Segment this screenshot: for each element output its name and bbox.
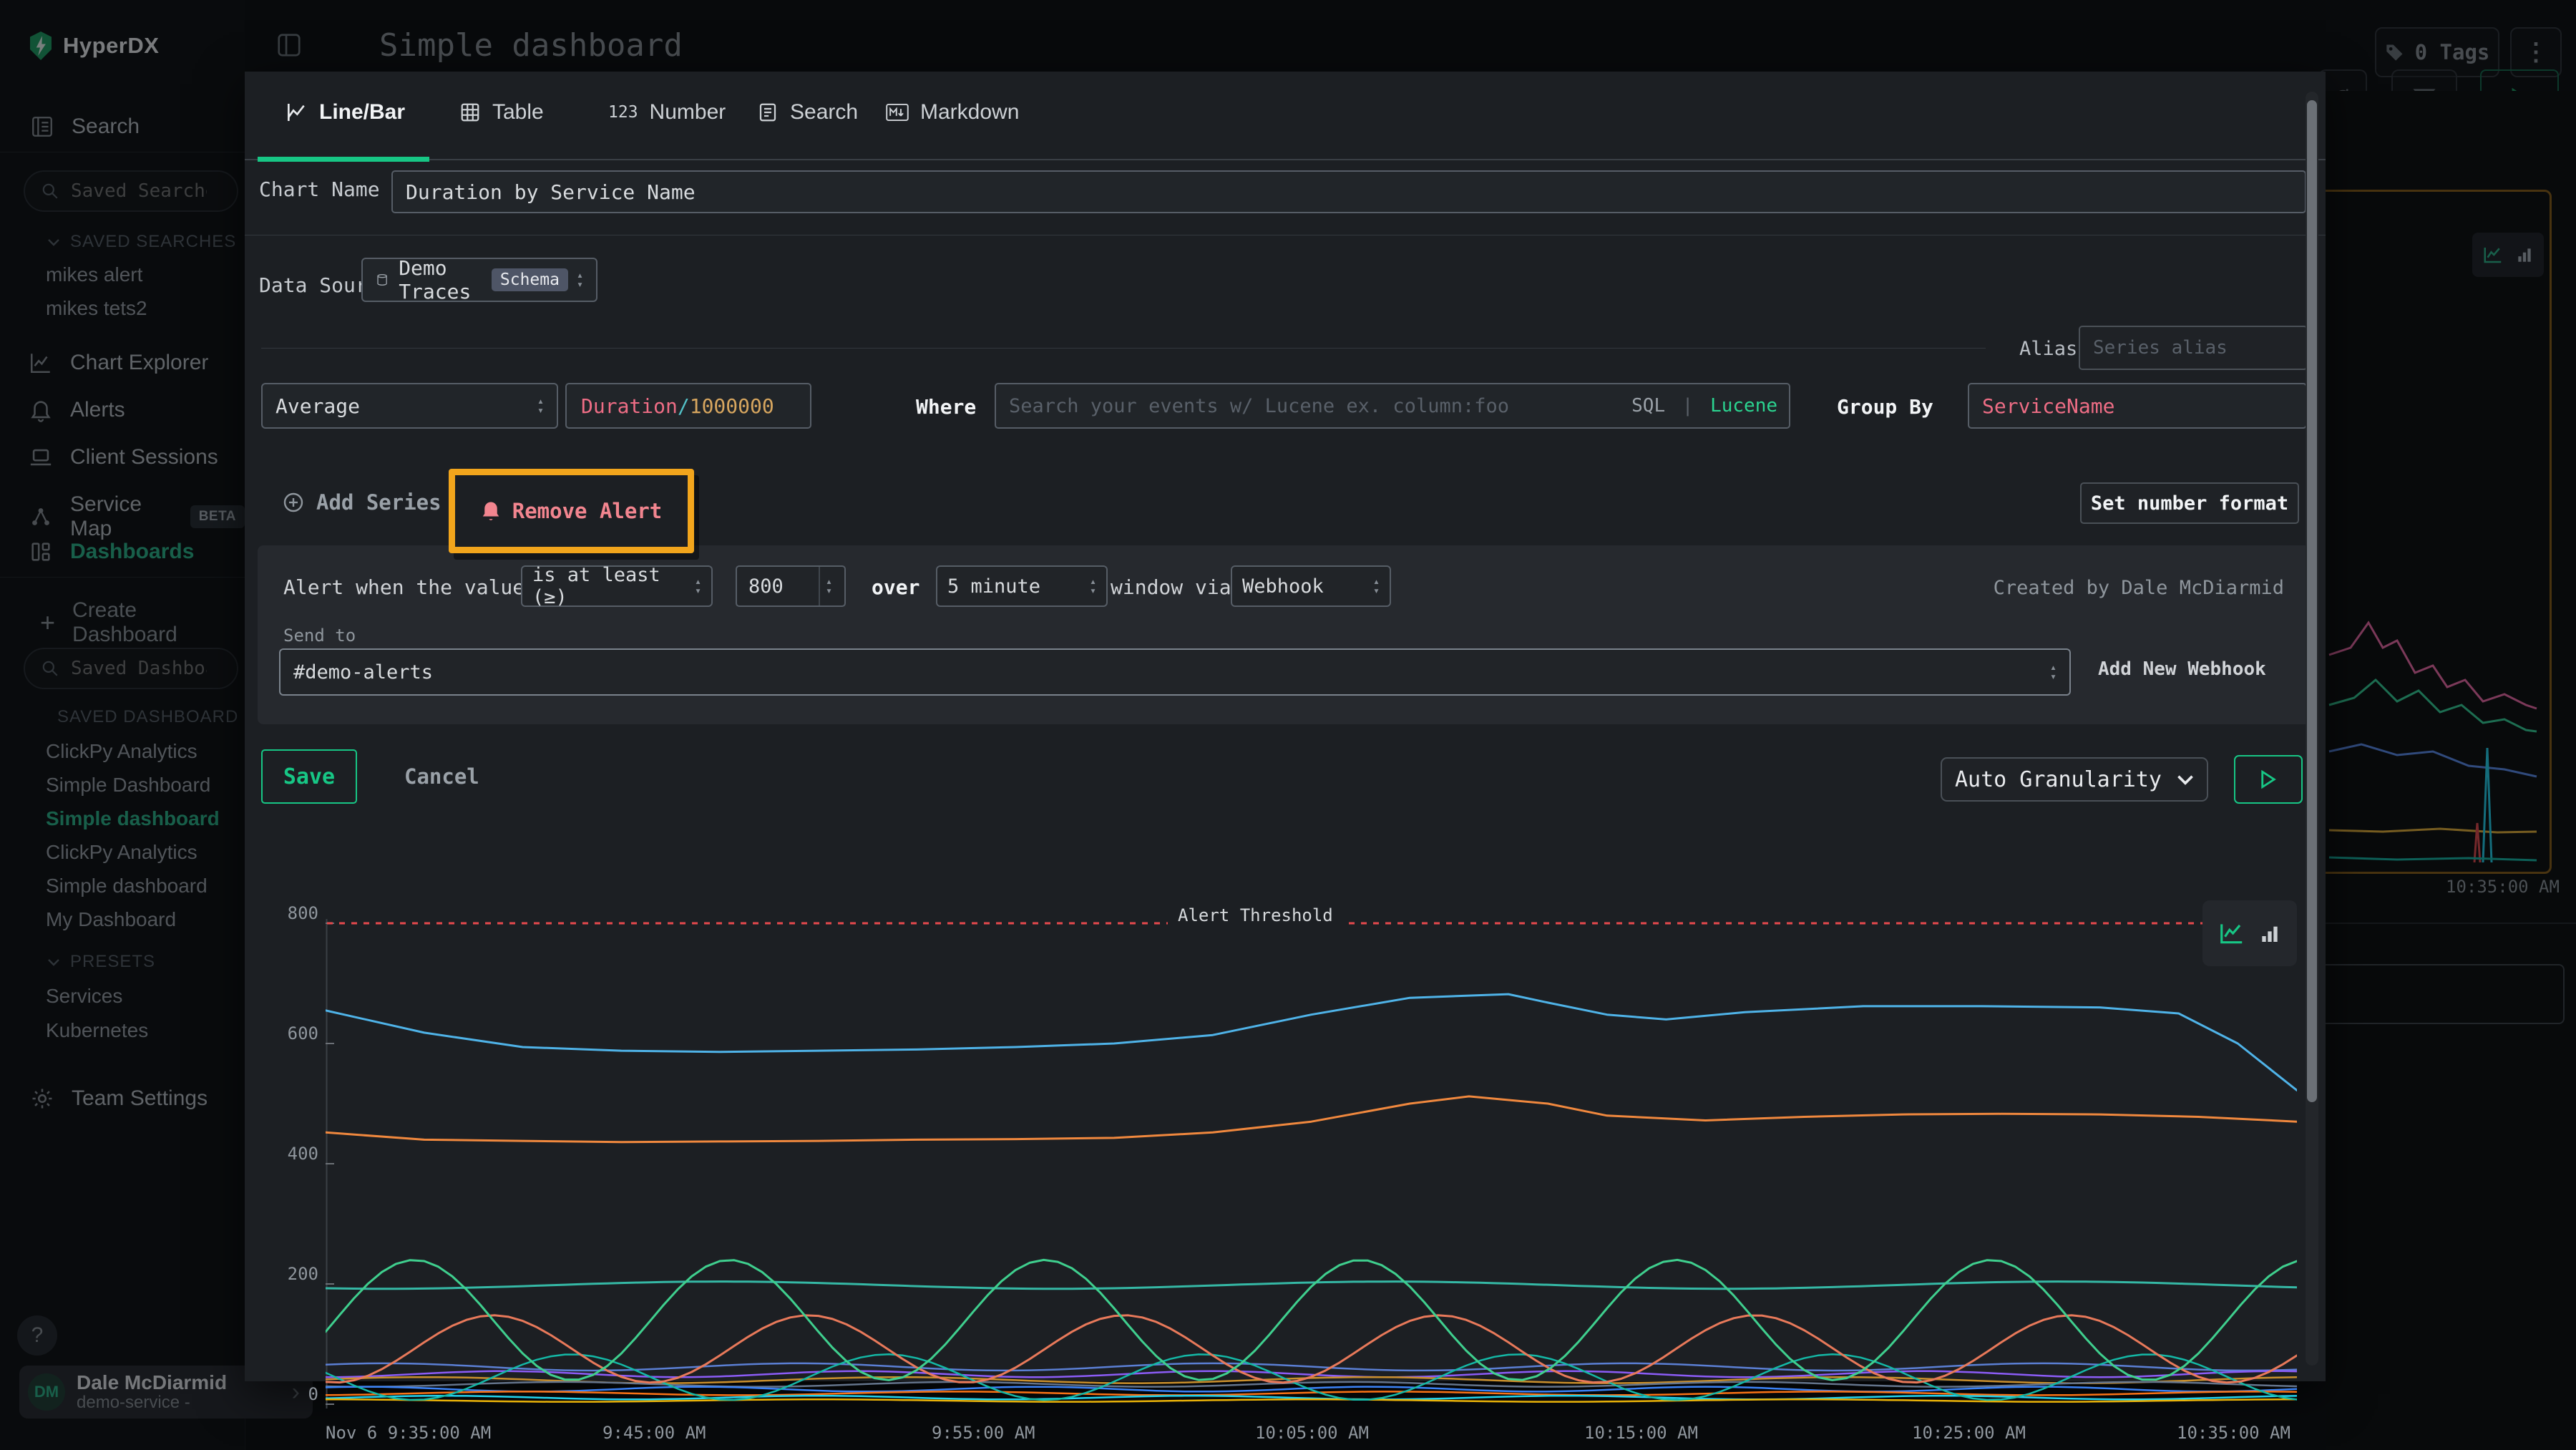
alert-window-select[interactable]: 5 minute ▴ ▾ (936, 565, 1108, 607)
search-events-input[interactable] (996, 394, 1632, 417)
select-chevrons-icon: ▴ ▾ (1372, 575, 1380, 597)
bell-filled-icon (482, 502, 499, 520)
tab-underline-track (245, 159, 2326, 160)
select-chevrons-icon: ▴ ▾ (694, 575, 701, 597)
play-icon (2261, 770, 2276, 789)
alert-condition-select[interactable]: is at least (≥) ▴ ▾ (521, 564, 713, 608)
tab-line-bar[interactable]: Line/Bar (285, 100, 405, 125)
y-tick-label: 600 (287, 1023, 318, 1043)
x-tick-label: 10:25:00 AM (1912, 1423, 2026, 1443)
remove-alert-button[interactable]: Remove Alert (455, 475, 688, 547)
circle-plus-icon (283, 492, 303, 512)
alert-config-panel: Alert when the value is at least (≥) ▴ ▾ … (258, 545, 2310, 724)
save-button[interactable]: Save (261, 749, 357, 804)
markdown-icon (886, 103, 909, 122)
number-123-icon: 123 (608, 103, 638, 122)
select-chevrons-icon: ▴ ▾ (1089, 575, 1096, 597)
set-number-format-button[interactable]: Set number format (2080, 482, 2299, 524)
add-series-button[interactable]: Add Series (282, 490, 441, 515)
line-chart[interactable] (326, 895, 2297, 1413)
scrollbar-thumb[interactable] (2307, 100, 2317, 1102)
select-chevrons-icon: ▴ ▾ (2049, 661, 2057, 683)
y-tick-label: 800 (287, 903, 318, 923)
chevron-down-icon (2177, 774, 2193, 785)
alert-channel-select[interactable]: Webhook ▴ ▾ (1231, 565, 1391, 607)
search-doc-icon (759, 103, 776, 122)
run-chart-button[interactable] (2234, 755, 2303, 804)
chart-name-label: Chart Name (259, 177, 380, 201)
bar-chart-icon (2262, 926, 2278, 942)
search-events-input-wrap: SQL | Lucene (995, 383, 1790, 429)
active-tab-indicator (258, 157, 429, 162)
alert-threshold-label: Alert Threshold (1168, 905, 1343, 925)
tab-search[interactable]: Search (757, 100, 858, 125)
select-chevrons-icon: ▴ ▾ (576, 268, 583, 291)
x-tick-label: 9:55:00 AM (932, 1423, 1035, 1443)
chart-name-input-wrap (391, 170, 2306, 213)
select-chevrons-icon: ▴ ▾ (537, 394, 544, 417)
x-tick-label: 10:35:00 AM (2177, 1423, 2290, 1443)
series-alias-input[interactable] (2080, 337, 2306, 359)
window-via-label: window via (1111, 575, 1231, 599)
aggregation-select[interactable]: Average ▴ ▾ (261, 383, 558, 429)
expression-input[interactable]: Duration/1000000 (565, 383, 811, 429)
alias-input-wrap (2079, 326, 2308, 370)
chart-name-input[interactable] (393, 180, 2305, 204)
group-by-input-wrap (1968, 383, 2307, 429)
webhook-select[interactable]: #demo-alerts ▴ ▾ (279, 648, 2071, 696)
x-tick-label: Nov 6 9:35:00 AM (326, 1423, 492, 1443)
query-language-switch[interactable]: SQL | Lucene (1631, 395, 1777, 417)
line-chart-icon (2220, 924, 2243, 944)
y-tick-label: 200 (287, 1264, 318, 1284)
cancel-button[interactable]: Cancel (404, 764, 479, 789)
group-by-label: Group By (1837, 395, 1933, 419)
line-chart-icon (288, 104, 305, 121)
tab-number[interactable]: 123 Number (608, 100, 726, 124)
database-icon (377, 274, 387, 286)
number-stepper[interactable]: ▴ ▾ (819, 567, 838, 605)
send-to-label: Send to (283, 626, 356, 646)
granularity-select[interactable]: Auto Granularity (1941, 757, 2208, 802)
chart-area: 800 600 400 200 0 Alert Threshold Nov 6 … (245, 823, 2326, 1443)
add-new-webhook-button[interactable]: Add New Webhook (2098, 658, 2266, 680)
alias-divider (261, 348, 1986, 349)
lucene-option[interactable]: Lucene (1710, 395, 1777, 417)
schema-badge: Schema (491, 268, 568, 291)
alert-threshold-input[interactable] (737, 575, 810, 598)
expression-field: Duration (581, 394, 678, 418)
y-tick-label: 400 (287, 1144, 318, 1164)
chart-edit-modal: Line/Bar Table 123 Number Search Markdow… (245, 72, 2326, 1443)
alert-prefix-label: Alert when the value (283, 575, 525, 599)
alias-label: Alias (2019, 338, 2078, 360)
data-source-select[interactable]: Demo Traces Schema ▴ ▾ (361, 256, 597, 303)
expression-operator: / (677, 394, 690, 418)
annotation-highlight-box: Remove Alert (449, 469, 694, 553)
where-label: Where (916, 395, 977, 419)
x-tick-label: 10:05:00 AM (1255, 1423, 1369, 1443)
x-tick-label: 10:15:00 AM (1584, 1423, 1698, 1443)
created-by-label: Created by Dale McDiarmid (1993, 577, 2284, 599)
over-label: over (872, 575, 920, 599)
x-tick-label: 9:45:00 AM (602, 1423, 706, 1443)
group-by-input[interactable] (1969, 394, 2306, 418)
expression-number: 1000000 (689, 394, 774, 418)
tab-markdown[interactable]: Markdown (886, 100, 1019, 125)
scrollbar-track[interactable] (2306, 92, 2318, 1366)
tab-table[interactable]: Table (459, 100, 544, 125)
table-icon (461, 103, 479, 122)
alert-threshold-input-wrap: ▴▾ (736, 565, 846, 607)
y-tick-label: 0 (308, 1384, 318, 1404)
chart-type-toggle[interactable] (2202, 900, 2297, 966)
